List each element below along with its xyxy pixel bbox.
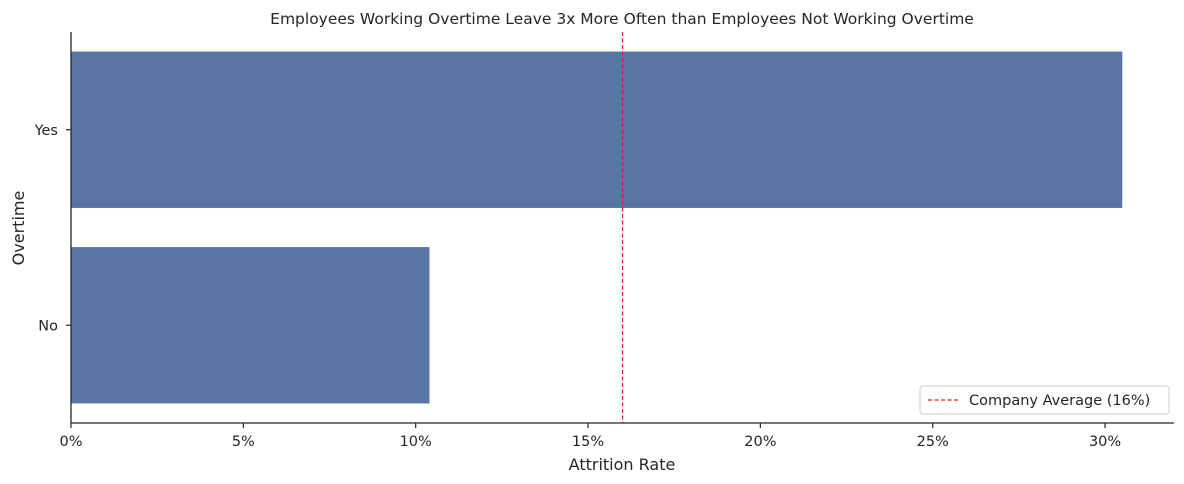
x-tick-label: 10%	[400, 434, 432, 450]
x-tick-label: 20%	[744, 434, 776, 450]
legend: Company Average (16%)	[919, 385, 1170, 415]
chart-title: Employees Working Overtime Leave 3x More…	[270, 10, 974, 28]
bar-yes	[71, 51, 1123, 208]
x-tick-label: 5%	[232, 434, 255, 450]
bar-no	[71, 247, 430, 404]
x-axis-label: Attrition Rate	[569, 455, 676, 474]
y-axis-label: Overtime	[9, 191, 28, 266]
y-ticks-group: Yes No	[34, 123, 71, 334]
x-ticks-group: 0% 5% 10% 15% 20% 25% 30%	[59, 423, 1121, 450]
legend-frame	[919, 385, 1170, 415]
bars-group	[71, 51, 1123, 404]
y-tick-label: No	[38, 318, 58, 334]
x-tick-label: 15%	[572, 434, 604, 450]
x-tick-label: 25%	[917, 434, 949, 450]
y-tick-label: Yes	[34, 123, 58, 139]
x-tick-label: 0%	[59, 434, 82, 450]
x-tick-label: 30%	[1089, 434, 1121, 450]
legend-label: Company Average (16%)	[969, 393, 1150, 409]
